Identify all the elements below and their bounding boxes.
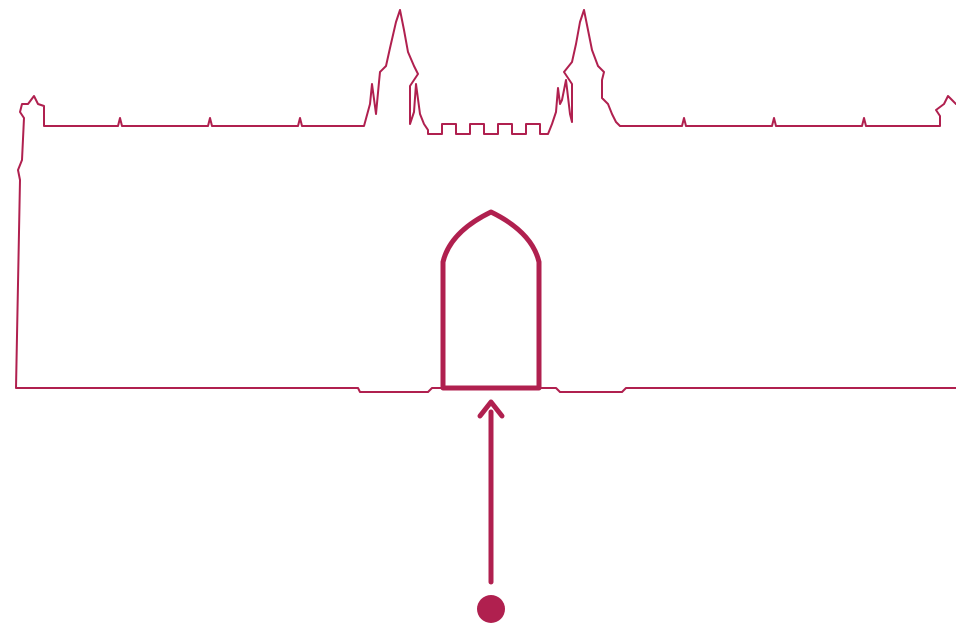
location-dot[interactable] <box>477 595 505 623</box>
facade-outline <box>15 9 956 389</box>
arrow-head <box>477 399 505 419</box>
ground-line <box>16 387 956 393</box>
arched-doorway[interactable] <box>440 209 542 391</box>
